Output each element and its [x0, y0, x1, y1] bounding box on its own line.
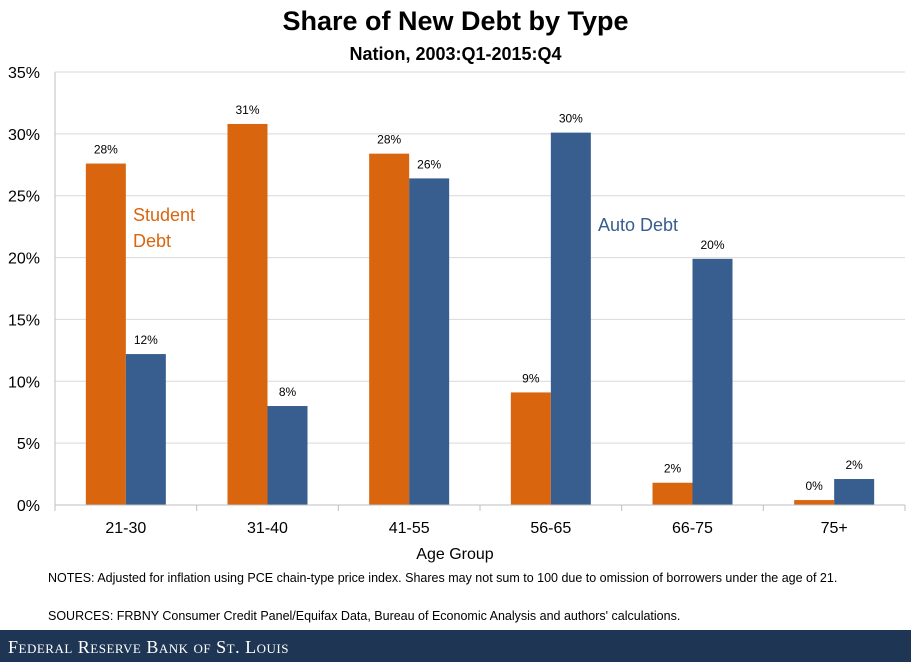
auto-debt-bar	[834, 479, 875, 505]
x-tick-label: 31-40	[247, 520, 288, 537]
y-tick-label: 5%	[17, 436, 40, 453]
auto-debt-bar	[267, 406, 308, 505]
data-label: 31%	[235, 103, 259, 117]
student-debt-annotation: Student	[133, 205, 195, 225]
x-axis-tick-labels: 21-30 31-40 41-55 56-65 66-75 75+	[105, 520, 847, 537]
data-label: 0%	[805, 479, 823, 493]
data-label: 12%	[134, 333, 158, 347]
y-tick-label: 10%	[8, 374, 40, 391]
x-axis-label: Age Group	[416, 546, 493, 563]
student-debt-bar	[227, 123, 268, 506]
y-tick-label: 35%	[8, 65, 40, 82]
sources-text: SOURCES: FRBNY Consumer Credit Panel/Equ…	[48, 609, 681, 623]
student-debt-bar	[510, 392, 551, 505]
y-tick-label: 25%	[8, 189, 40, 206]
bars	[85, 123, 875, 506]
x-tick-label: 41-55	[389, 520, 430, 537]
gridlines	[54, 71, 905, 505]
student-debt-annotation-line2: Debt	[133, 231, 171, 251]
y-tick-label: 20%	[8, 251, 40, 268]
bar-chart: 0% 5% 10% 15% 20% 25% 30% 35% 28% 12% 31% 8% 28% 26%…	[8, 65, 906, 563]
data-label: 28%	[377, 133, 401, 147]
student-debt-bar	[85, 163, 126, 505]
y-tick-label: 30%	[8, 127, 40, 144]
data-labels: 28% 12% 31% 8% 28% 26% 9% 30% 2% 20% 0% 2%	[94, 103, 863, 493]
data-label: 2%	[664, 462, 682, 476]
notes-text: NOTES: Adjusted for inflation using PCE …	[48, 571, 838, 585]
x-tick-label: 56-65	[530, 520, 571, 537]
data-label: 28%	[94, 143, 118, 157]
auto-debt-annotation: Auto Debt	[598, 215, 678, 235]
x-tick-label: 21-30	[105, 520, 146, 537]
footer-bar: Federal Reserve Bank of St. Louis	[0, 630, 911, 662]
data-label: 8%	[279, 385, 297, 399]
y-tick-label: 15%	[8, 312, 40, 329]
x-tick-label: 75+	[821, 520, 848, 537]
data-label: 2%	[845, 458, 863, 472]
auto-debt-bar	[409, 178, 450, 505]
y-tick-label: 0%	[17, 498, 40, 515]
student-debt-bar	[794, 500, 835, 505]
chart-title: Share of New Debt by Type	[282, 6, 629, 36]
student-debt-bar	[652, 482, 693, 505]
x-tick-label: 66-75	[672, 520, 713, 537]
auto-debt-bar	[550, 132, 591, 505]
y-axis-tick-labels: 0% 5% 10% 15% 20% 25% 30% 35%	[8, 65, 40, 515]
auto-debt-bar	[692, 258, 733, 505]
data-label: 20%	[700, 238, 724, 252]
data-label: 9%	[522, 371, 540, 385]
footer-brand: Federal Reserve Bank of St. Louis	[8, 637, 289, 657]
auto-debt-bar	[125, 354, 166, 505]
data-label: 30%	[559, 112, 583, 126]
x-axis	[54, 504, 906, 511]
chart-subtitle: Nation, 2003:Q1-2015:Q4	[349, 44, 562, 64]
student-debt-bar	[369, 153, 410, 505]
data-label: 26%	[417, 157, 441, 171]
